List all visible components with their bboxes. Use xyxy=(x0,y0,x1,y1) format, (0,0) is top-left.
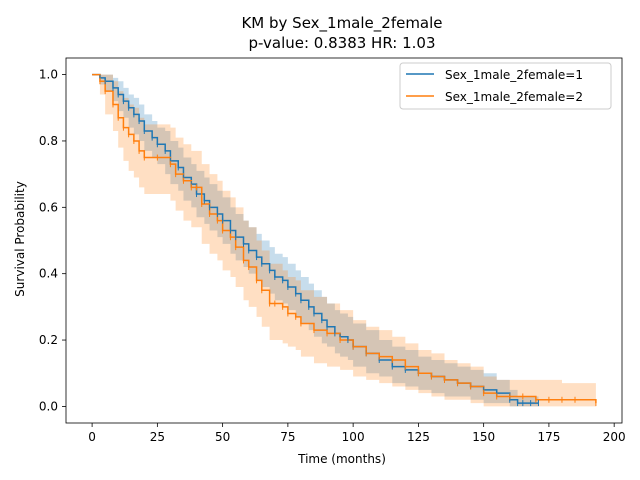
ci-band-series-1 xyxy=(92,74,539,407)
x-axis: 0 25 50 75 100 125 150 175 200 xyxy=(88,423,626,444)
x-tick-label: 150 xyxy=(472,430,495,444)
legend: Sex_1male_2female=1 Sex_1male_2female=2 xyxy=(399,62,612,110)
censor-marks xyxy=(99,74,597,407)
y-axis: 0.0 0.2 0.4 0.6 0.8 1.0 xyxy=(39,68,66,413)
y-axis-label: Survival Probability xyxy=(13,181,27,297)
x-tick-label: 75 xyxy=(280,430,295,444)
legend-label-series-1: Sex_1male_2female=1 xyxy=(445,68,583,82)
y-tick-label: 0.8 xyxy=(39,134,58,148)
survival-curves xyxy=(92,73,597,404)
x-tick-label: 25 xyxy=(150,430,165,444)
legend-label-series-2: Sex_1male_2female=2 xyxy=(445,90,583,104)
legend-box xyxy=(399,62,612,110)
x-tick-label: 100 xyxy=(342,430,365,444)
plot-area xyxy=(92,73,597,407)
y-tick-label: 0.0 xyxy=(39,399,58,413)
x-tick-label: 175 xyxy=(537,430,560,444)
x-tick-label: 200 xyxy=(603,430,626,444)
km-curve-series-2 xyxy=(92,73,597,404)
chart-title: KM by Sex_1male_2female xyxy=(241,14,442,33)
chart-subtitle: p-value: 0.8383 HR: 1.03 xyxy=(248,34,435,52)
x-tick-label: 0 xyxy=(88,430,96,444)
x-tick-label: 125 xyxy=(407,430,430,444)
x-tick-label: 50 xyxy=(215,430,230,444)
y-tick-label: 0.6 xyxy=(39,200,58,214)
axes-frame xyxy=(65,57,623,424)
y-tick-label: 0.2 xyxy=(39,333,58,347)
y-tick-label: 0.4 xyxy=(39,267,58,281)
x-axis-label: Time (months) xyxy=(297,452,386,466)
y-tick-label: 1.0 xyxy=(39,68,58,82)
